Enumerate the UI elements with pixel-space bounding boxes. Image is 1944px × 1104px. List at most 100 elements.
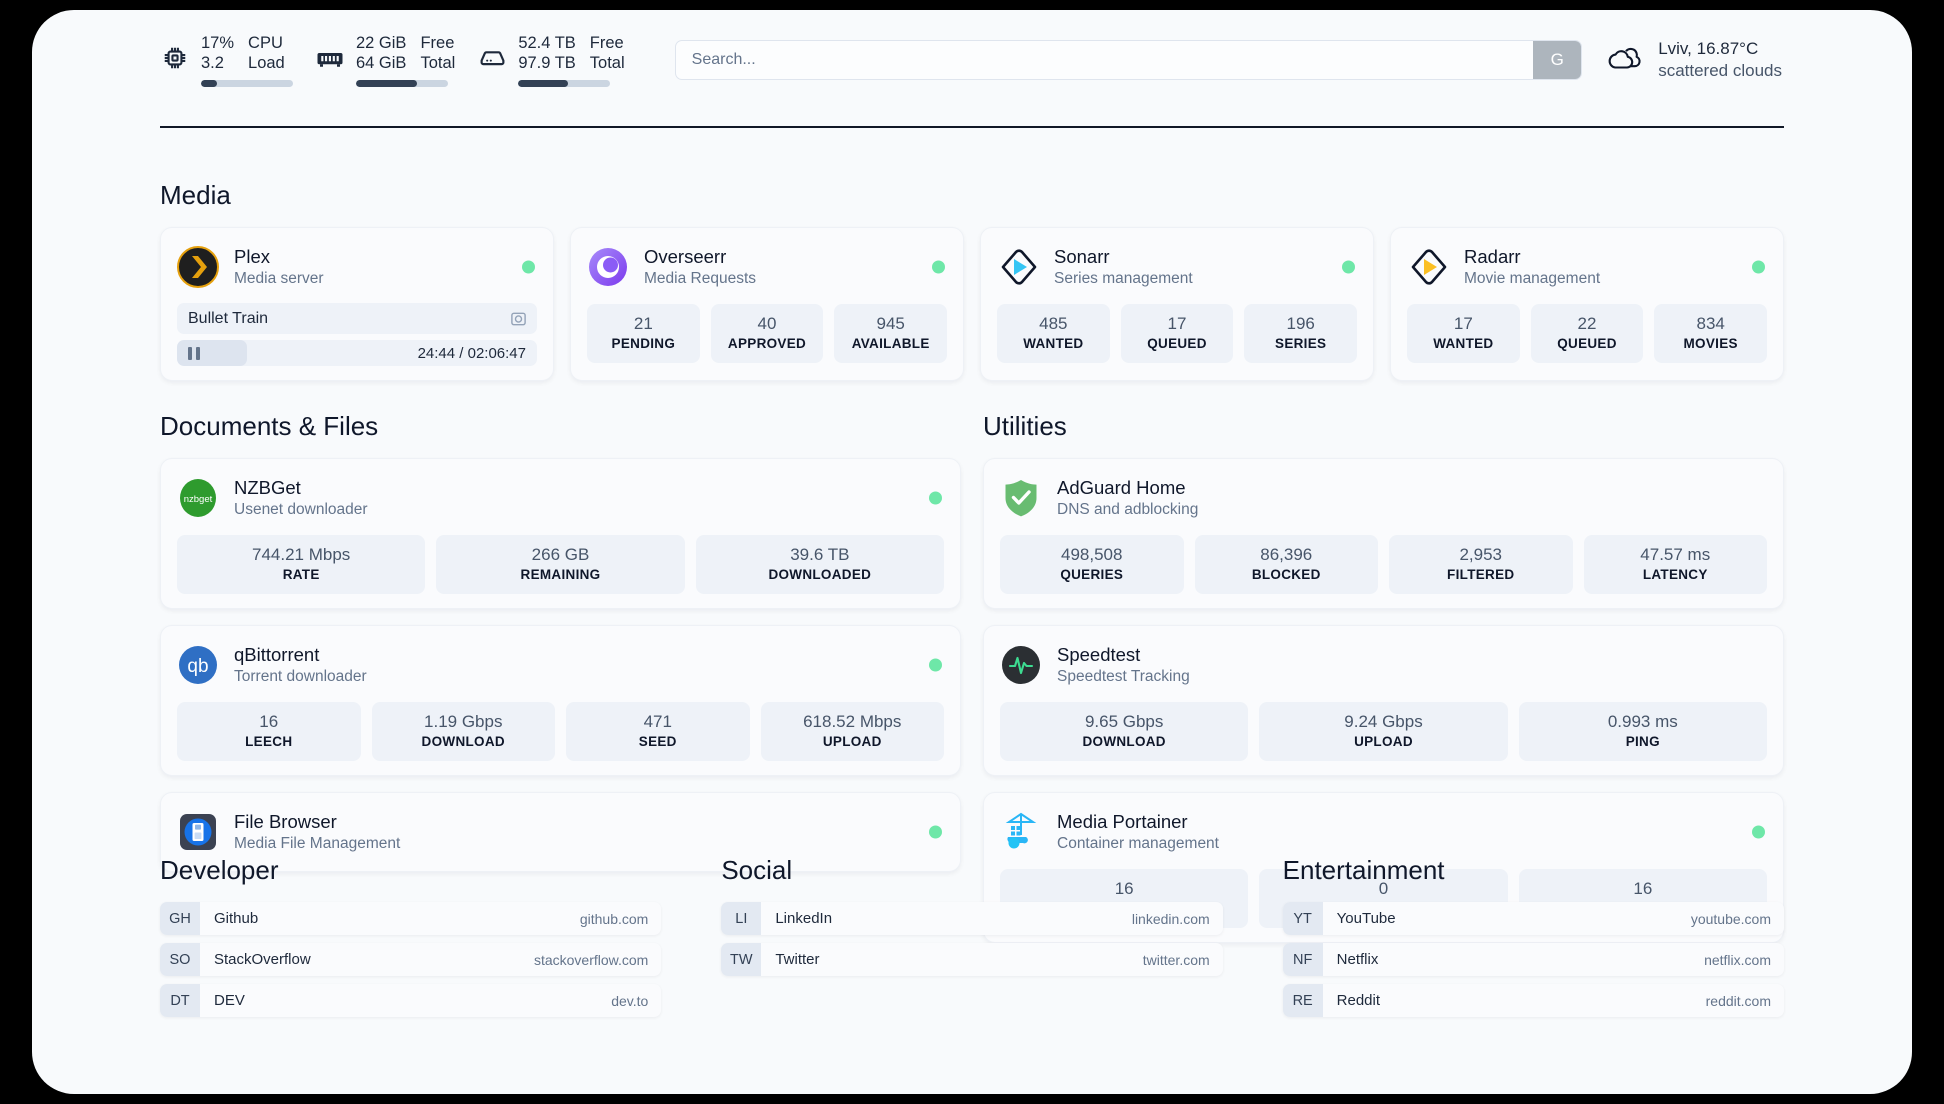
stat-tile: 266 GB REMAINING — [436, 535, 685, 594]
stat-tile: 16 LEECH — [177, 702, 361, 761]
stat-tile: 471 SEED — [566, 702, 750, 761]
header-stat-memory: 22 GiB 64 GiB Free Total — [315, 34, 455, 87]
service-name: Plex — [234, 246, 270, 267]
stat-value: 196 — [1286, 314, 1315, 333]
storage-label-line1: Free — [589, 33, 624, 52]
bookmark-item-dev[interactable]: DT DEV dev.to — [160, 984, 662, 1017]
stat-tile: 17 WANTED — [1407, 304, 1520, 363]
service-card-nzbget[interactable]: nzbget NZBGet Usenet downloader 74 — [160, 458, 961, 609]
storage-usage-bar — [518, 79, 611, 87]
bookmark-item-github[interactable]: GH Github github.com — [160, 902, 662, 935]
stat-label: SEED — [638, 734, 677, 749]
bookmark-group-entertainment: Entertainment YT YouTube youtube.com NF … — [1282, 855, 1784, 1017]
service-card-plex[interactable]: Plex Media server Bullet Train — [160, 227, 554, 381]
bookmark-group-title: Developer — [160, 855, 279, 885]
memory-free-value: 22 GiB — [356, 33, 407, 52]
service-card-sonarr[interactable]: Sonarr Series management 485 WANTED 17 Q… — [980, 227, 1374, 381]
hard-drive-icon — [477, 43, 507, 73]
stat-value: 0 — [1378, 879, 1389, 898]
service-stats: 21 PENDING 40 APPROVED 945 AVAILABLE — [587, 304, 948, 363]
section-title-media: Media — [160, 180, 231, 210]
bookmark-name: Reddit — [1336, 992, 1381, 1009]
service-card-overseerr[interactable]: Overseerr Media Requests 21 PENDING 40 A… — [570, 227, 964, 381]
service-name: Speedtest — [1057, 644, 1141, 665]
stat-value: 47.57 ms — [1640, 545, 1711, 564]
service-desc: Torrent downloader — [234, 668, 367, 685]
now-playing-title: Bullet Train — [188, 309, 269, 327]
stat-tile: 9.65 Gbps DOWNLOAD — [1000, 702, 1249, 761]
stat-value: 17 — [1167, 314, 1187, 333]
status-badge — [522, 260, 535, 274]
pause-icon[interactable] — [188, 346, 200, 360]
bookmark-url: stackoverflow.com — [533, 951, 649, 968]
now-playing-title-row: Bullet Train — [177, 303, 537, 334]
cloud-icon — [1604, 43, 1644, 77]
bookmark-group-title: Entertainment — [1282, 855, 1445, 885]
bookmark-item-youtube[interactable]: YT YouTube youtube.com — [1282, 902, 1784, 935]
service-card-qbittorrent[interactable]: qb qBittorrent Torrent downloader — [160, 625, 961, 776]
service-name: Media Portainer — [1057, 811, 1188, 832]
service-stats: 9.65 Gbps DOWNLOAD 9.24 Gbps UPLOAD 0.99… — [1000, 702, 1767, 761]
section-title-utilities: Utilities — [983, 411, 1067, 441]
stat-value: 2,953 — [1459, 545, 1503, 564]
bookmark-url: twitter.com — [1142, 951, 1210, 968]
stat-value: 22 — [1577, 314, 1597, 333]
service-card-adguard-home[interactable]: AdGuard Home DNS and adblocking 498,508 … — [983, 458, 1784, 609]
stat-tile: 47.57 ms LATENCY — [1583, 535, 1767, 594]
memory-usage-bar — [356, 79, 448, 87]
service-desc: Speedtest Tracking — [1057, 668, 1190, 685]
file-browser-icon — [177, 811, 219, 853]
bookmark-abbr: NF — [1282, 943, 1323, 976]
stat-tile: 9.24 Gbps UPLOAD — [1259, 702, 1508, 761]
stat-label: PENDING — [611, 336, 676, 351]
bookmark-item-reddit[interactable]: RE Reddit reddit.com — [1282, 984, 1784, 1017]
service-card-file-browser[interactable]: File Browser Media File Management — [160, 792, 961, 872]
status-badge — [929, 491, 942, 505]
bookmark-group-social: Social LI LinkedIn linkedin.com TW Twitt… — [721, 855, 1223, 1017]
weather-widget: Lviv, 16.87°C scattered clouds — [1604, 39, 1784, 81]
memory-label-line1: Free — [420, 33, 455, 52]
service-card-radarr[interactable]: Radarr Movie management 17 WANTED 22 QUE… — [1390, 227, 1784, 381]
status-badge — [932, 260, 945, 274]
stat-tile: 86,396 BLOCKED — [1194, 535, 1378, 594]
search-input[interactable] — [675, 41, 1534, 79]
stat-value: 16 — [259, 712, 279, 731]
bookmark-item-linkedin[interactable]: LI LinkedIn linkedin.com — [721, 902, 1223, 935]
service-desc: Media File Management — [234, 835, 401, 852]
bookmark-item-netflix[interactable]: NF Netflix netflix.com — [1282, 943, 1784, 976]
bookmark-name: Github — [214, 910, 259, 927]
bookmark-item-stackoverflow[interactable]: SO StackOverflow stackoverflow.com — [160, 943, 662, 976]
service-card-speedtest[interactable]: Speedtest Speedtest Tracking 9.65 Gbps D… — [983, 625, 1784, 776]
cpu-usage-value: 17% — [201, 33, 235, 52]
bookmark-abbr: GH — [160, 902, 200, 935]
stat-label: UPLOAD — [822, 734, 882, 749]
bookmark-item-twitter[interactable]: TW Twitter twitter.com — [721, 943, 1223, 976]
stat-label: QUERIES — [1060, 567, 1124, 582]
header-divider — [160, 126, 1784, 128]
overseerr-icon — [587, 246, 629, 288]
service-name: File Browser — [234, 811, 337, 832]
stat-value: 945 — [876, 314, 905, 333]
cast-icon[interactable] — [510, 310, 527, 327]
bookmark-abbr: YT — [1282, 902, 1323, 935]
bookmark-name: LinkedIn — [775, 910, 833, 927]
search-box[interactable]: G — [674, 40, 1583, 80]
stat-label: UPLOAD — [1354, 734, 1413, 749]
service-desc: Media server — [234, 270, 324, 287]
memory-label-line2: Total — [420, 53, 456, 72]
search-submit-button[interactable]: G — [1533, 41, 1582, 79]
cpu-usage-bar — [201, 79, 293, 87]
cpu-label-line2: Load — [248, 53, 285, 72]
weather-location-temp: Lviv, 16.87°C — [1658, 39, 1759, 58]
stat-value: 485 — [1039, 314, 1068, 333]
stat-tile: 618.52 Mbps UPLOAD — [760, 702, 944, 761]
media-card-grid: Plex Media server Bullet Train — [160, 227, 1784, 381]
status-badge — [1752, 260, 1765, 274]
stat-value: 498,508 — [1061, 545, 1123, 564]
stat-value: 16 — [1633, 879, 1653, 898]
lower-sections: Documents & Files nzbget — [160, 411, 1784, 943]
adguard-shield-icon — [1000, 477, 1042, 519]
stat-label: QUEUED — [1147, 336, 1207, 351]
now-playing-progress[interactable]: 24:44 / 02:06:47 — [177, 340, 537, 366]
stat-value: 21 — [633, 314, 653, 333]
